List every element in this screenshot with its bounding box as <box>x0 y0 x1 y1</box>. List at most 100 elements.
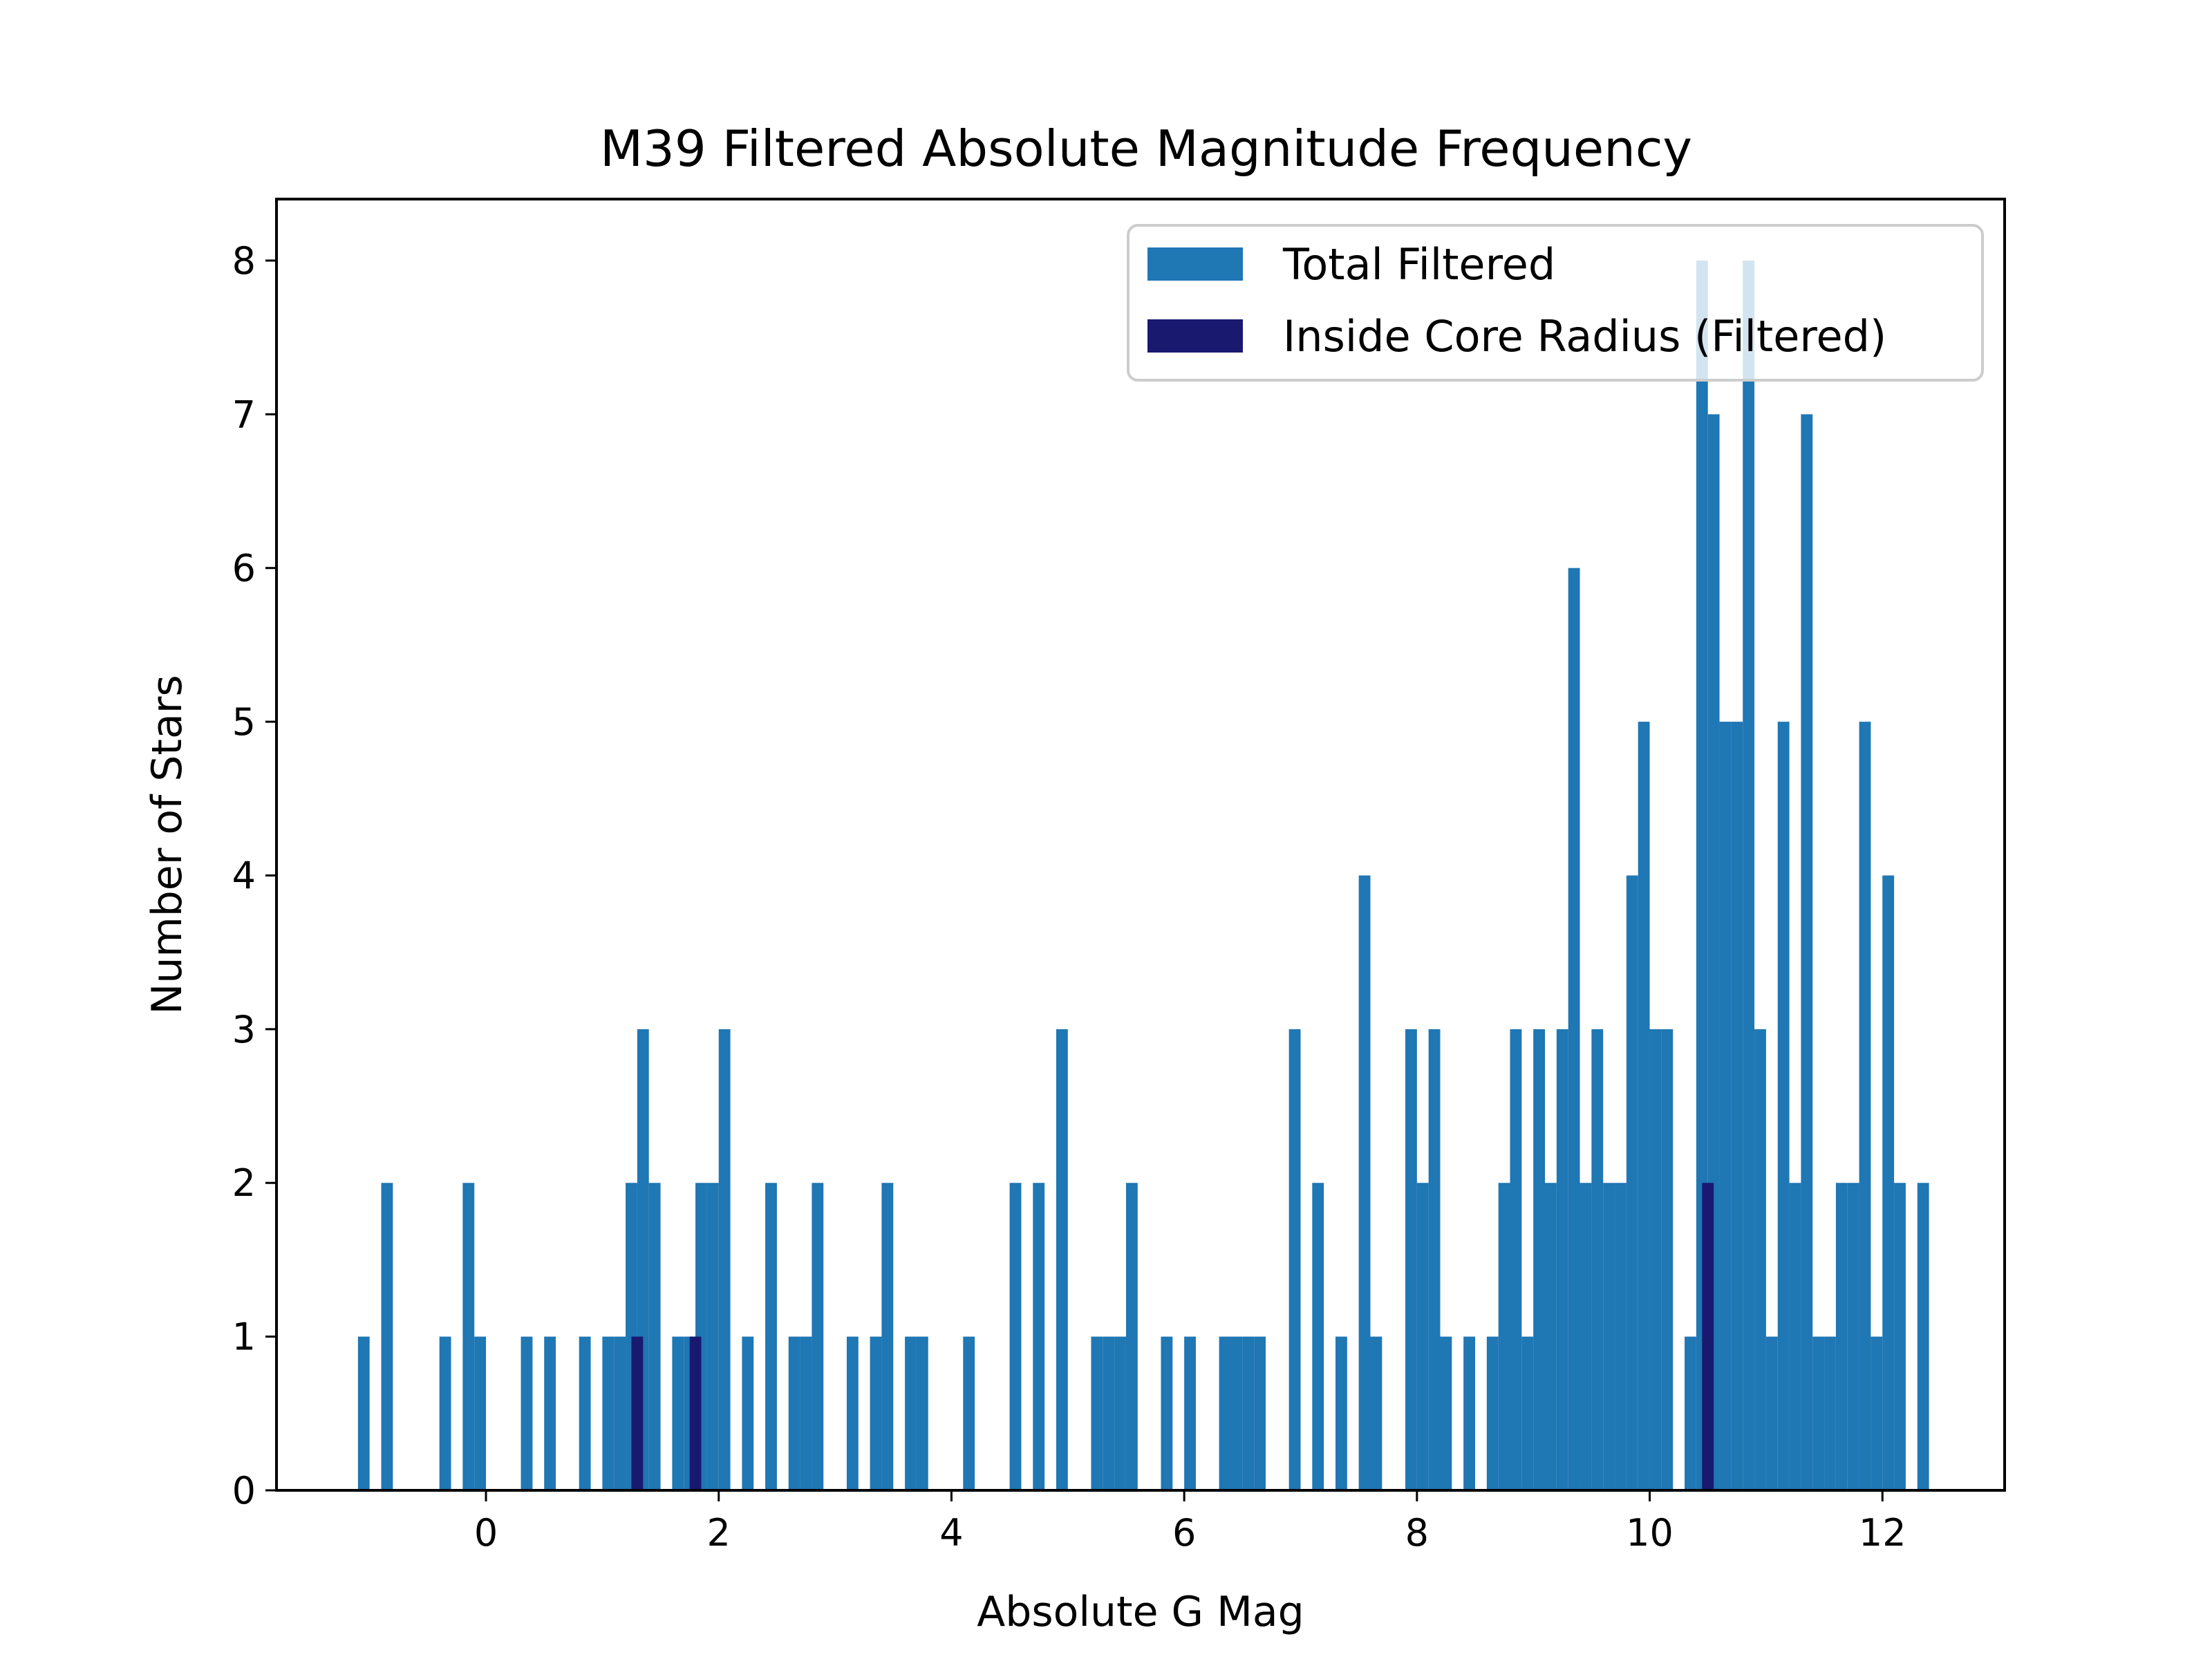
bar-total-filtered-66 <box>1649 1029 1662 1490</box>
bar-total-filtered-83 <box>1859 722 1871 1490</box>
bar-total-filtered-49 <box>1428 1029 1441 1490</box>
bar-total-filtered-40 <box>1242 1336 1255 1490</box>
bar-inside-core-0 <box>631 1336 644 1490</box>
bar-total-filtered-74 <box>1754 1029 1766 1490</box>
bar-total-filtered-58 <box>1556 1029 1568 1490</box>
bar-total-filtered-51 <box>1463 1336 1476 1490</box>
bar-total-filtered-44 <box>1335 1336 1347 1490</box>
x-axis: 0 2 4 6 8 10 12 <box>474 1490 1906 1555</box>
chart-title: M39 Filtered Absolute Magnitude Frequenc… <box>600 120 1692 178</box>
bar-total-filtered-22 <box>812 1183 824 1490</box>
bar-total-filtered-56 <box>1533 1029 1546 1490</box>
bar-total-filtered-87 <box>1917 1183 1929 1490</box>
bar-total-filtered-78 <box>1801 414 1813 1490</box>
bar-total-filtered-2 <box>439 1336 451 1490</box>
x-tick-label-5: 10 <box>1626 1511 1674 1555</box>
bar-total-filtered-38 <box>1219 1336 1231 1490</box>
bar-inside-core-2 <box>1702 1183 1714 1490</box>
legend-label-inside-core-radius: Inside Core Radius (Filtered) <box>1283 311 1886 362</box>
bar-total-filtered-65 <box>1638 722 1650 1490</box>
bar-total-filtered-32 <box>1091 1336 1103 1490</box>
bar-total-filtered-9 <box>614 1336 626 1490</box>
x-tick-label-3: 6 <box>1172 1511 1196 1555</box>
bar-total-filtered-18 <box>742 1336 754 1490</box>
bar-total-filtered-30 <box>1033 1183 1045 1490</box>
legend-label-total-filtered: Total Filtered <box>1282 239 1555 290</box>
y-tick-label-2: 2 <box>232 1161 256 1205</box>
bar-total-filtered-24 <box>870 1336 882 1490</box>
bar-total-filtered-72 <box>1731 722 1743 1490</box>
bar-total-filtered-1 <box>381 1183 393 1490</box>
bar-total-filtered-41 <box>1254 1336 1266 1490</box>
legend-box <box>1127 224 1984 382</box>
bar-total-filtered-34 <box>1114 1336 1126 1490</box>
bar-total-filtered-31 <box>1056 1029 1068 1490</box>
bar-total-filtered-81 <box>1835 1183 1848 1490</box>
bar-total-filtered-85 <box>1882 875 1895 1490</box>
y-axis-label: Number of Stars <box>143 675 191 1014</box>
bar-total-filtered-43 <box>1312 1183 1324 1490</box>
x-tick-label-2: 4 <box>939 1511 963 1555</box>
bar-total-filtered-52 <box>1486 1336 1499 1490</box>
bar-total-filtered-77 <box>1789 1183 1801 1490</box>
bar-total-filtered-71 <box>1719 722 1732 1490</box>
x-tick-label-1: 2 <box>707 1511 731 1555</box>
core-bars-layer <box>631 1183 1714 1490</box>
bar-total-filtered-76 <box>1777 722 1790 1490</box>
bar-total-filtered-19 <box>765 1183 777 1490</box>
bar-total-filtered-80 <box>1824 1336 1836 1490</box>
bar-total-filtered-84 <box>1871 1336 1883 1490</box>
bar-total-filtered-7 <box>579 1336 591 1490</box>
bar-total-filtered-67 <box>1661 1029 1674 1490</box>
bar-total-filtered-23 <box>846 1336 859 1490</box>
x-tick-label-6: 12 <box>1859 1511 1906 1555</box>
bar-total-filtered-73 <box>1743 260 1755 1491</box>
bar-total-filtered-8 <box>602 1336 615 1490</box>
bar-total-filtered-62 <box>1603 1183 1615 1490</box>
x-axis-label: Absolute G Mag <box>977 1588 1304 1636</box>
legend-swatch-inside-core-radius <box>1147 319 1243 353</box>
y-tick-label-5: 5 <box>232 700 256 744</box>
bar-total-filtered-42 <box>1288 1029 1301 1490</box>
bar-total-filtered-26 <box>905 1336 917 1490</box>
y-tick-label-8: 8 <box>232 239 256 283</box>
x-tick-label-0: 0 <box>474 1511 498 1555</box>
x-tick-label-4: 8 <box>1405 1511 1429 1555</box>
legend: Total Filtered Inside Core Radius (Filte… <box>1127 224 1984 382</box>
bar-total-filtered-16 <box>706 1183 719 1490</box>
bar-total-filtered-45 <box>1358 875 1371 1490</box>
bar-total-filtered-69 <box>1696 260 1708 1491</box>
bar-total-filtered-53 <box>1498 1183 1510 1490</box>
bar-total-filtered-79 <box>1812 1336 1825 1490</box>
bar-total-filtered-55 <box>1521 1336 1534 1490</box>
bar-total-filtered-21 <box>800 1336 812 1490</box>
bar-total-filtered-20 <box>788 1336 800 1490</box>
bar-total-filtered-5 <box>521 1336 533 1490</box>
bars-layer <box>357 260 1929 1491</box>
bar-total-filtered-13 <box>672 1336 684 1490</box>
bar-total-filtered-57 <box>1545 1183 1557 1490</box>
bar-total-filtered-33 <box>1103 1336 1115 1490</box>
bar-total-filtered-86 <box>1894 1183 1906 1490</box>
bar-total-filtered-25 <box>881 1183 894 1490</box>
bar-total-filtered-75 <box>1765 1336 1778 1490</box>
bar-total-filtered-54 <box>1510 1029 1522 1490</box>
bar-total-filtered-63 <box>1615 1183 1627 1490</box>
y-tick-label-6: 6 <box>232 547 256 590</box>
bar-total-filtered-6 <box>544 1336 556 1490</box>
bar-inside-core-1 <box>689 1336 702 1490</box>
y-tick-label-0: 0 <box>232 1469 256 1512</box>
bar-total-filtered-36 <box>1161 1336 1173 1490</box>
bar-total-filtered-37 <box>1184 1336 1196 1490</box>
bar-total-filtered-60 <box>1580 1183 1592 1490</box>
bar-total-filtered-29 <box>1009 1183 1022 1490</box>
bar-total-filtered-50 <box>1440 1336 1452 1490</box>
plot-frame <box>275 198 2006 1492</box>
y-axis: 0 1 2 3 4 5 6 7 8 <box>232 239 276 1512</box>
bar-total-filtered-0 <box>357 1336 370 1490</box>
bar-total-filtered-64 <box>1626 875 1638 1490</box>
bar-total-filtered-68 <box>1685 1336 1696 1490</box>
bar-total-filtered-46 <box>1370 1336 1382 1490</box>
bar-total-filtered-28 <box>963 1336 975 1490</box>
